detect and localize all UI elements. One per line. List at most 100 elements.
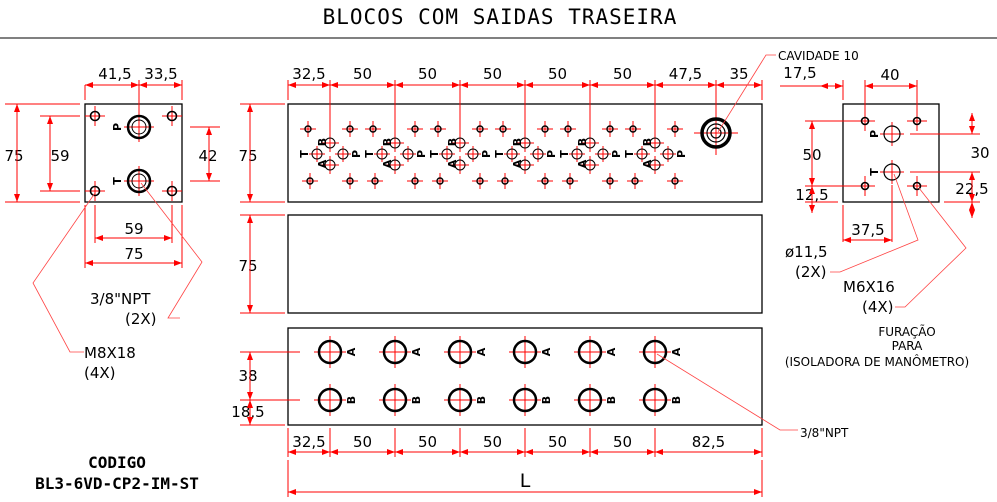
station-label-t: T	[428, 150, 441, 158]
dim-59-bottom: 59	[124, 220, 143, 238]
port-b-hole	[454, 137, 466, 149]
screw-hole	[89, 185, 101, 197]
dim-37-5: 37,5	[851, 221, 884, 239]
bottom-dim-label: 82,5	[692, 433, 725, 451]
valve-screw-hole	[476, 125, 484, 133]
valve-screw-hole	[606, 177, 614, 185]
port-a	[577, 339, 603, 365]
top-dim-label: 50	[418, 65, 437, 83]
station-label-a: A	[576, 159, 589, 168]
valve-screw-hole	[371, 177, 379, 185]
port-a	[512, 339, 538, 365]
station-label-p: P	[610, 150, 623, 158]
valve-screw-hole	[306, 177, 314, 185]
valve-screw-hole	[566, 177, 574, 185]
m6-leader	[895, 187, 967, 308]
drawing-title: BLOCOS COM SAIDAS TRASEIRA	[323, 5, 678, 29]
port-a	[447, 339, 473, 365]
middle-block-outline	[287, 214, 763, 314]
npt-port	[126, 168, 152, 194]
dim-17-5: 17,5	[783, 64, 816, 82]
valve-screw-hole	[671, 125, 679, 133]
station-label-t: T	[298, 150, 311, 158]
caption-line-1: FURAÇÃO	[878, 324, 935, 339]
port-b	[317, 387, 343, 413]
dim-41-5: 41,5	[98, 65, 131, 83]
port-label-a: A	[410, 347, 423, 356]
port-t-hole	[441, 148, 453, 160]
station-label-a: A	[446, 159, 459, 168]
station-label-b: B	[641, 138, 654, 146]
station-label-a: A	[316, 159, 329, 168]
port-label-b: B	[605, 396, 618, 404]
cavity-mid	[706, 123, 726, 143]
valve-screw-hole	[369, 125, 377, 133]
dia-qty: (2X)	[795, 263, 827, 281]
bottom-dim-label: 50	[483, 433, 502, 451]
bottom-dim-label: 50	[418, 433, 437, 451]
port-b	[512, 387, 538, 413]
valve-screw-hole	[346, 125, 354, 133]
port-label-b: B	[345, 396, 358, 404]
top-dim-label: 50	[353, 65, 372, 83]
front-npt-leader	[656, 353, 798, 431]
dim-75-left: 75	[4, 147, 23, 165]
npt-note: 3/8"NPT	[90, 290, 151, 308]
dim-38: 38	[238, 367, 257, 385]
station-label-t: T	[558, 150, 571, 158]
npt-qty: (2X)	[125, 310, 157, 328]
dim-18-5: 18,5	[231, 403, 264, 421]
top-dim-label: 50	[483, 65, 502, 83]
station-label-p: P	[415, 150, 428, 158]
screw-hole	[89, 110, 101, 122]
dim-75-bottom: 75	[124, 245, 143, 263]
port-a-hole	[454, 159, 466, 171]
valve-screw-hole	[541, 177, 549, 185]
right-port-label-p: P	[868, 130, 881, 138]
screw-leader	[32, 192, 96, 353]
dim-40: 40	[880, 66, 899, 84]
port-label-a: A	[605, 347, 618, 356]
port-label-a: A	[670, 347, 683, 356]
bottom-dim-label: 50	[548, 433, 567, 451]
bottom-dim-label: 50	[353, 433, 372, 451]
caption-line-2: PARA	[892, 339, 924, 353]
port-a	[382, 339, 408, 365]
m6-hole	[860, 181, 870, 191]
station-label-a: A	[641, 159, 654, 168]
valve-screw-hole	[411, 125, 419, 133]
port-b	[577, 387, 603, 413]
port-b-hole	[649, 137, 661, 149]
code-label: CODIGO	[88, 453, 146, 472]
port-b	[382, 387, 408, 413]
station-label-a: A	[511, 159, 524, 168]
port-t-hole	[571, 148, 583, 160]
left-block-outline	[84, 103, 183, 203]
valve-screw-hole	[631, 177, 639, 185]
valve-screw-hole	[501, 177, 509, 185]
m6-hole	[860, 116, 870, 126]
port-a-hole	[584, 159, 596, 171]
valve-screw-hole	[476, 177, 484, 185]
valve-screw-hole	[436, 177, 444, 185]
top-dim-label: 32,5	[292, 65, 325, 83]
station-label-b: B	[446, 138, 459, 146]
dim-75-top: 75	[238, 147, 257, 165]
station-label-t: T	[623, 150, 636, 158]
port-p-hole	[467, 148, 479, 160]
top-view: 32,5 50 50 50 50 50 47,5 35 75 CAVIDADE 10	[238, 49, 859, 203]
npt-port	[126, 114, 152, 140]
dim-42: 42	[198, 147, 217, 165]
port-t-hole	[506, 148, 518, 160]
station-label-b: B	[316, 138, 329, 146]
caption-line-3: (ISOLADORA DE MANÔMETRO)	[785, 354, 969, 369]
station-label-p: P	[480, 150, 493, 158]
station-label-p: P	[350, 150, 363, 158]
port-label-a: A	[345, 347, 358, 356]
port-label-a: A	[475, 347, 488, 356]
screw-note: M8X18	[84, 344, 136, 362]
valve-screw-hole	[541, 125, 549, 133]
port-label-a: A	[540, 347, 553, 356]
dia-note: ø11,5	[785, 243, 828, 261]
